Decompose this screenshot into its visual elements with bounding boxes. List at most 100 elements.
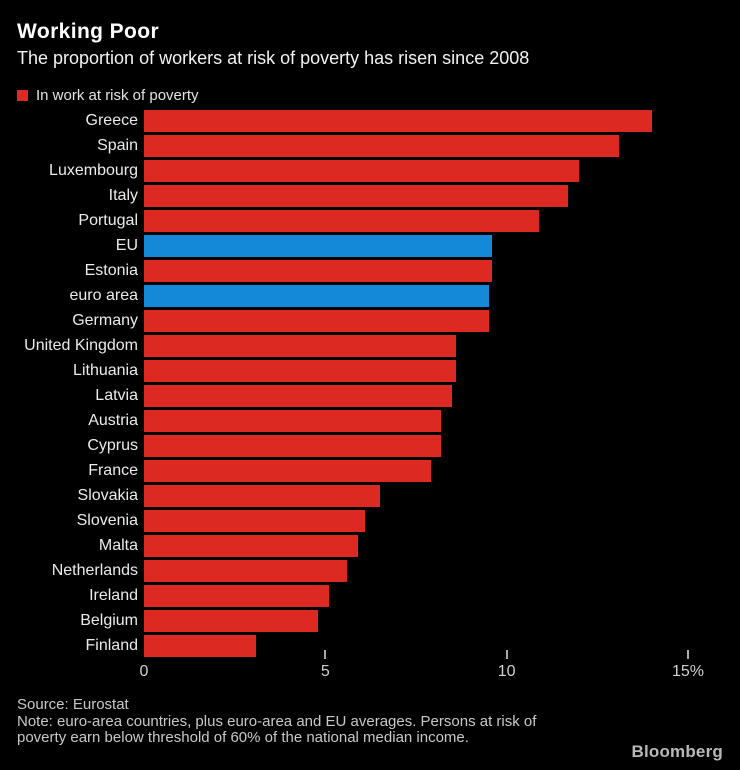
bar-label: Portugal	[78, 212, 138, 229]
bar-row: Estonia	[0, 260, 740, 285]
axis-tick-label: 0	[139, 663, 149, 680]
axis-tick-label: 5	[320, 663, 330, 680]
bar-row: Germany	[0, 310, 740, 335]
bar	[144, 135, 620, 157]
bar-track	[144, 210, 740, 232]
bar-track	[144, 235, 740, 257]
bar-label: Netherlands	[51, 562, 138, 579]
bar-track	[144, 535, 740, 557]
bar	[144, 235, 493, 257]
bar	[144, 385, 453, 407]
bar-row: Luxembourg	[0, 160, 740, 185]
bar-row: Spain	[0, 135, 740, 160]
bar-label: EU	[115, 237, 138, 254]
bar-row: Lithuania	[0, 360, 740, 385]
bar-row: Belgium	[0, 610, 740, 635]
source-text: Source: Eurostat	[17, 696, 129, 713]
bar-row: Slovakia	[0, 485, 740, 510]
bar-track	[144, 185, 740, 207]
bar-track	[144, 160, 740, 182]
bar	[144, 535, 358, 557]
axis-tick-label: 15%	[671, 663, 705, 680]
bar-row: Italy	[0, 185, 740, 210]
note-text-line1: Note: euro-area countries, plus euro-are…	[17, 712, 537, 730]
bar-track	[144, 510, 740, 532]
x-axis: 0 5 10 15%	[140, 648, 740, 688]
bar-label: euro area	[69, 287, 139, 304]
bar-row: EU	[0, 235, 740, 260]
bar-track	[144, 560, 740, 582]
bar-label: Lithuania	[73, 362, 138, 379]
bar-label: Estonia	[84, 262, 138, 279]
bar	[144, 485, 380, 507]
bar-track	[144, 485, 740, 507]
bar-track	[144, 610, 740, 632]
axis-tick	[324, 650, 327, 659]
bar-track	[144, 385, 740, 407]
bar	[144, 635, 257, 657]
bar	[144, 335, 456, 357]
bar-row: Austria	[0, 410, 740, 435]
bar-row: Cyprus	[0, 435, 740, 460]
bar-row: Ireland	[0, 585, 740, 610]
legend-label: In work at risk of poverty	[36, 87, 199, 104]
axis-tick-label: 10	[497, 663, 516, 680]
axis-tick	[687, 650, 689, 659]
bar	[144, 310, 489, 332]
bar-label: France	[88, 462, 138, 479]
legend: In work at risk of poverty	[17, 87, 199, 104]
bar	[144, 560, 348, 582]
bar-track	[144, 110, 740, 132]
bar	[144, 435, 442, 457]
bar-track	[144, 135, 740, 157]
chart-title: Working Poor	[17, 20, 160, 43]
bar-track	[144, 435, 740, 457]
bar	[144, 360, 456, 382]
bar-row: Greece	[0, 110, 740, 135]
bar	[144, 160, 580, 182]
bar	[144, 185, 569, 207]
bloomberg-logo: Bloomberg	[631, 742, 723, 761]
bar-label: Slovenia	[76, 512, 138, 529]
bar-label: Germany	[72, 312, 138, 329]
bar	[144, 585, 329, 607]
bar-label: Luxembourg	[49, 162, 138, 179]
bar-label: Malta	[98, 537, 138, 554]
bar-label: Slovakia	[77, 487, 138, 504]
bar-track	[144, 460, 740, 482]
bar-label: Greece	[85, 112, 138, 129]
bar	[144, 610, 319, 632]
bar	[144, 110, 652, 132]
bar-row: Malta	[0, 535, 740, 560]
note-text-line2: poverty earn below threshold of 60% of t…	[17, 729, 469, 746]
bar-track	[144, 260, 740, 282]
bar	[144, 410, 442, 432]
bar	[144, 260, 493, 282]
bar-label: Belgium	[80, 612, 138, 629]
bar-row: Latvia	[0, 385, 740, 410]
bar-track	[144, 335, 740, 357]
bar-row: Slovenia	[0, 510, 740, 535]
bar-label: Austria	[88, 412, 138, 429]
bar-row: Netherlands	[0, 560, 740, 585]
bar-track	[144, 635, 740, 657]
bar	[144, 210, 540, 232]
bar-track	[144, 285, 740, 307]
bar-label: Finland	[85, 637, 138, 654]
legend-swatch-icon	[17, 90, 28, 101]
bar-label: Italy	[108, 187, 138, 204]
bar-row: euro area	[0, 285, 740, 310]
bar-label: Latvia	[95, 387, 138, 404]
bar-row: United Kingdom	[0, 335, 740, 360]
bar-track	[144, 410, 740, 432]
chart-subtitle: The proportion of workers at risk of pov…	[17, 48, 530, 68]
bar	[144, 285, 489, 307]
bar-chart: Greece Spain Luxembourg Italy Portugal EU Esto…	[0, 110, 740, 660]
footer-notes: Source: Eurostat Note: euro-area countri…	[17, 696, 617, 747]
bar	[144, 510, 366, 532]
bar	[144, 460, 431, 482]
bar-label: Ireland	[89, 587, 138, 604]
bar-row: France	[0, 460, 740, 485]
bar-label: Cyprus	[87, 437, 138, 454]
